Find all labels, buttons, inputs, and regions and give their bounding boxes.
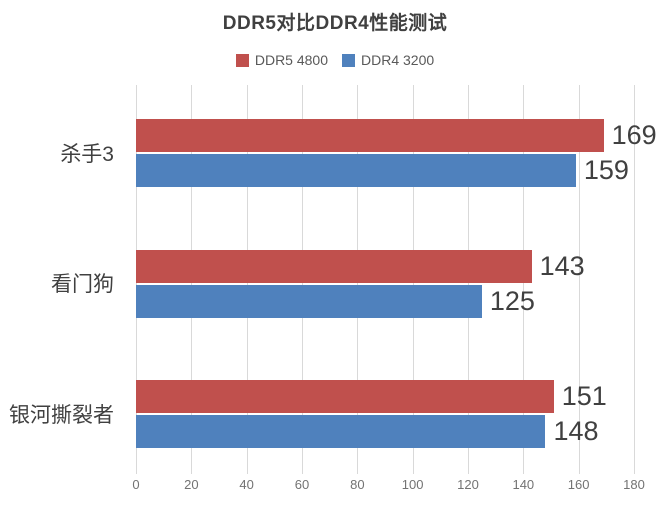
plot-area: 169 159 143 125 151 148 bbox=[136, 85, 657, 474]
legend-item: DDR5 4800 bbox=[235, 52, 328, 68]
gridline bbox=[634, 85, 635, 474]
bar-ddr5-4800 bbox=[136, 249, 532, 283]
legend-swatch-icon bbox=[235, 53, 249, 67]
x-tick-label: 0 bbox=[132, 477, 140, 492]
value-label: 125 bbox=[489, 285, 535, 316]
legend-label: DDR5 4800 bbox=[254, 52, 328, 68]
x-tick-label: 60 bbox=[294, 477, 310, 492]
x-tick-label: 40 bbox=[239, 477, 254, 492]
category-label: 银河撕裂者 bbox=[9, 403, 114, 427]
x-tick-label: 120 bbox=[457, 477, 479, 492]
value-label: 169 bbox=[611, 120, 657, 151]
legend-item: DDR4 3200 bbox=[342, 52, 434, 68]
category-label: 看门狗 bbox=[51, 273, 114, 297]
legend-label: DDR4 3200 bbox=[361, 52, 435, 68]
x-tick-label: 160 bbox=[567, 477, 590, 492]
legend: DDR5 4800 DDR4 3200 bbox=[0, 52, 670, 68]
bar-ddr5-4800 bbox=[136, 379, 554, 413]
gridline bbox=[578, 85, 580, 474]
category-label: 杀手3 bbox=[60, 143, 114, 167]
x-tick-label: 20 bbox=[184, 477, 199, 492]
value-label: 148 bbox=[553, 415, 599, 446]
value-label: 151 bbox=[561, 380, 607, 411]
x-tick-label: 100 bbox=[401, 477, 424, 492]
legend-swatch-icon bbox=[342, 53, 355, 67]
bar-ddr4-3200 bbox=[136, 414, 546, 448]
chart-title: DDR5对比DDR4性能测试 bbox=[222, 13, 448, 34]
bar-ddr4-3200 bbox=[136, 154, 576, 188]
value-label: 159 bbox=[583, 155, 629, 186]
x-axis: 0 20 40 60 80 100 120 140 160 180 bbox=[132, 477, 644, 497]
category-axis: 杀手3 看门狗银河撕裂者 bbox=[0, 88, 124, 479]
x-tick-label: 180 bbox=[623, 477, 645, 492]
value-label: 143 bbox=[539, 250, 585, 281]
x-tick-label: 140 bbox=[512, 477, 535, 492]
bar-ddr5-4800 bbox=[136, 119, 604, 153]
x-tick-label: 80 bbox=[350, 477, 365, 492]
bar-ddr4-3200 bbox=[136, 284, 482, 318]
